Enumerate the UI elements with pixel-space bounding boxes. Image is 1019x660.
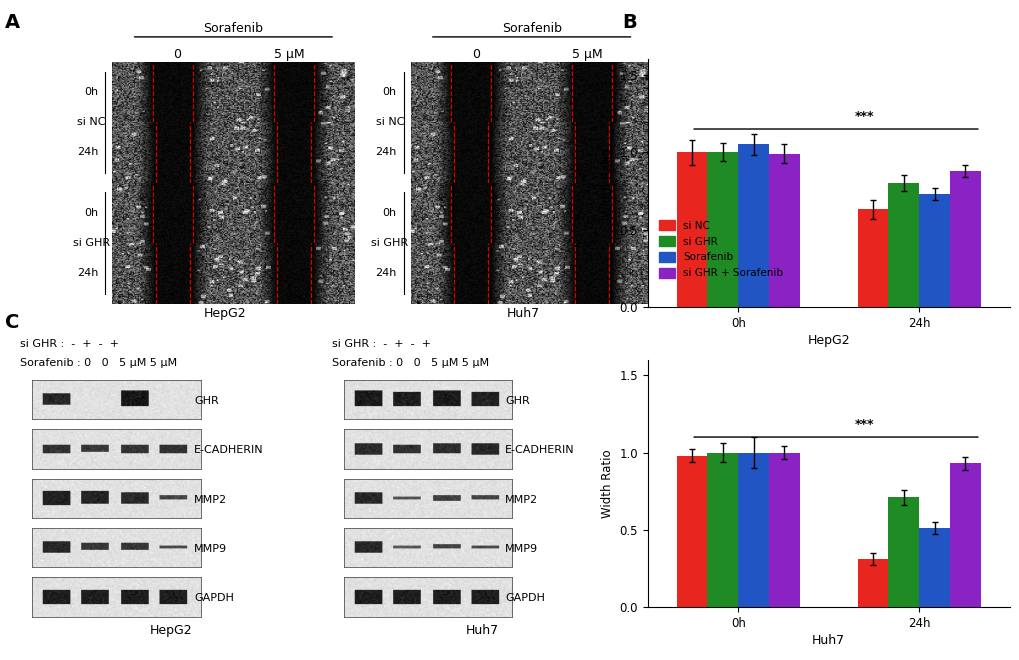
- Text: ***: ***: [854, 110, 874, 123]
- Text: si GHR :  -  +  -  +: si GHR : - + - +: [331, 339, 430, 348]
- Bar: [676, 152, 707, 307]
- Bar: [949, 463, 980, 607]
- Text: E-CADHERIN: E-CADHERIN: [194, 445, 263, 455]
- Text: 5 μM: 5 μM: [572, 48, 602, 61]
- X-axis label: Huh7: Huh7: [811, 634, 845, 647]
- Text: Huh7: Huh7: [506, 307, 539, 320]
- Text: 24h: 24h: [375, 147, 396, 158]
- Text: Sorafenib : 0   0   5 μM 5 μM: Sorafenib : 0 0 5 μM 5 μM: [20, 358, 177, 368]
- Text: C: C: [5, 313, 19, 332]
- Bar: [918, 528, 949, 607]
- Bar: [738, 145, 768, 307]
- Text: si GHR: si GHR: [371, 238, 408, 248]
- Text: ***: ***: [854, 418, 874, 431]
- Bar: [857, 209, 888, 307]
- Bar: [918, 194, 949, 307]
- Bar: [768, 453, 799, 607]
- Bar: [738, 453, 768, 607]
- Text: E-CADHERIN: E-CADHERIN: [504, 445, 574, 455]
- Text: HepG2: HepG2: [203, 307, 246, 320]
- Text: 0h: 0h: [85, 208, 99, 218]
- Bar: [707, 453, 738, 607]
- Text: si GHR :  -  +  -  +: si GHR : - + - +: [20, 339, 119, 348]
- Text: 0h: 0h: [85, 87, 99, 97]
- Text: Sorafenib: Sorafenib: [203, 22, 263, 35]
- Text: 0h: 0h: [382, 87, 396, 97]
- Text: 0h: 0h: [382, 208, 396, 218]
- Text: MMP9: MMP9: [504, 544, 538, 554]
- Y-axis label: Width Ratio: Width Ratio: [600, 449, 613, 517]
- Text: GAPDH: GAPDH: [194, 593, 233, 603]
- Text: B: B: [622, 13, 636, 32]
- Text: GAPDH: GAPDH: [504, 593, 544, 603]
- Bar: [707, 152, 738, 307]
- X-axis label: HepG2: HepG2: [807, 334, 849, 346]
- Text: HepG2: HepG2: [150, 624, 192, 638]
- Legend: si NC, si GHR, Sorafenib, si GHR + Sorafenib: si NC, si GHR, Sorafenib, si GHR + Soraf…: [654, 216, 787, 282]
- Bar: [888, 498, 918, 607]
- Text: GHR: GHR: [504, 396, 529, 406]
- Text: MMP9: MMP9: [194, 544, 227, 554]
- Text: 5 μM: 5 μM: [273, 48, 304, 61]
- Bar: [857, 559, 888, 607]
- Text: si GHR: si GHR: [73, 238, 110, 248]
- Text: si NC: si NC: [77, 117, 106, 127]
- Text: 0: 0: [472, 48, 480, 61]
- Text: 24h: 24h: [375, 269, 396, 279]
- Text: GHR: GHR: [194, 396, 218, 406]
- Text: A: A: [5, 13, 20, 32]
- Text: Sorafenib : 0   0   5 μM 5 μM: Sorafenib : 0 0 5 μM 5 μM: [331, 358, 488, 368]
- Text: 24h: 24h: [77, 269, 99, 279]
- Bar: [888, 183, 918, 307]
- Text: Huh7: Huh7: [465, 624, 498, 638]
- Text: MMP2: MMP2: [194, 494, 227, 504]
- Text: Sorafenib: Sorafenib: [501, 22, 561, 35]
- Text: 0: 0: [173, 48, 181, 61]
- Y-axis label: Width Ratio: Width Ratio: [600, 149, 613, 217]
- Bar: [768, 154, 799, 307]
- Bar: [949, 171, 980, 307]
- Bar: [676, 455, 707, 607]
- Text: 24h: 24h: [77, 147, 99, 158]
- Text: MMP2: MMP2: [504, 494, 538, 504]
- Text: si NC: si NC: [375, 117, 404, 127]
